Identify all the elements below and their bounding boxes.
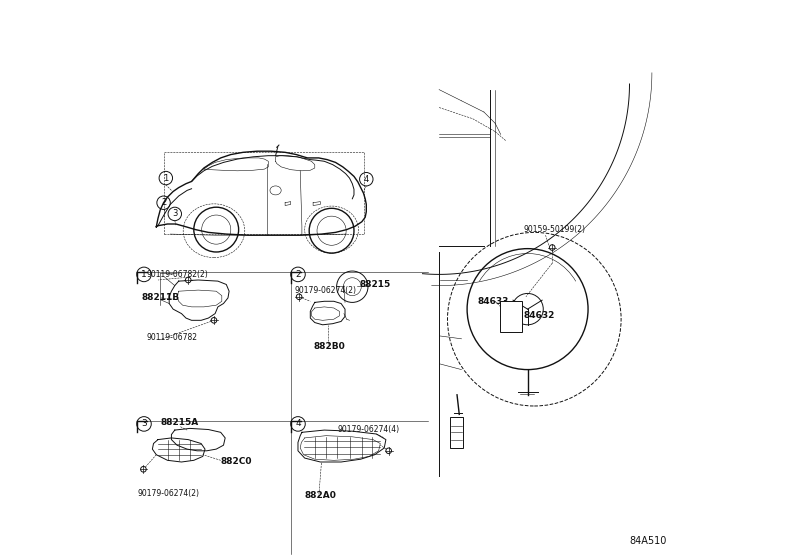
Circle shape <box>386 448 392 454</box>
Text: 90119-06782(2): 90119-06782(2) <box>147 270 208 279</box>
Bar <box>450 417 462 448</box>
Text: 3: 3 <box>141 419 147 428</box>
Text: 2: 2 <box>295 270 301 279</box>
Text: 90159-50199(2): 90159-50199(2) <box>523 225 585 234</box>
Text: 88215A: 88215A <box>161 418 199 427</box>
Text: 90119-06782: 90119-06782 <box>147 333 198 342</box>
Text: 84A510: 84A510 <box>629 536 667 546</box>
Circle shape <box>140 466 146 472</box>
Text: 90179-06274(2): 90179-06274(2) <box>294 286 357 295</box>
Text: 882C0: 882C0 <box>221 458 252 466</box>
Text: 882A0: 882A0 <box>305 491 337 500</box>
Circle shape <box>296 294 302 300</box>
Bar <box>500 301 522 332</box>
Text: 90179-06274(2): 90179-06274(2) <box>138 489 200 498</box>
Text: 4: 4 <box>295 419 301 428</box>
Text: 882B0: 882B0 <box>314 342 345 351</box>
Bar <box>164 152 363 234</box>
Text: 1: 1 <box>141 270 147 279</box>
Text: 84633: 84633 <box>477 297 508 306</box>
Text: 88211B: 88211B <box>141 293 179 302</box>
Text: 90179-06274(4): 90179-06274(4) <box>337 425 399 434</box>
Text: 84632: 84632 <box>523 311 555 320</box>
Circle shape <box>549 245 555 250</box>
Text: 2: 2 <box>161 198 166 207</box>
Text: 3: 3 <box>172 209 178 218</box>
Text: 4: 4 <box>363 175 369 184</box>
Circle shape <box>186 277 191 283</box>
Circle shape <box>211 318 217 323</box>
Text: 88215: 88215 <box>359 280 391 289</box>
Text: 1: 1 <box>163 174 169 183</box>
